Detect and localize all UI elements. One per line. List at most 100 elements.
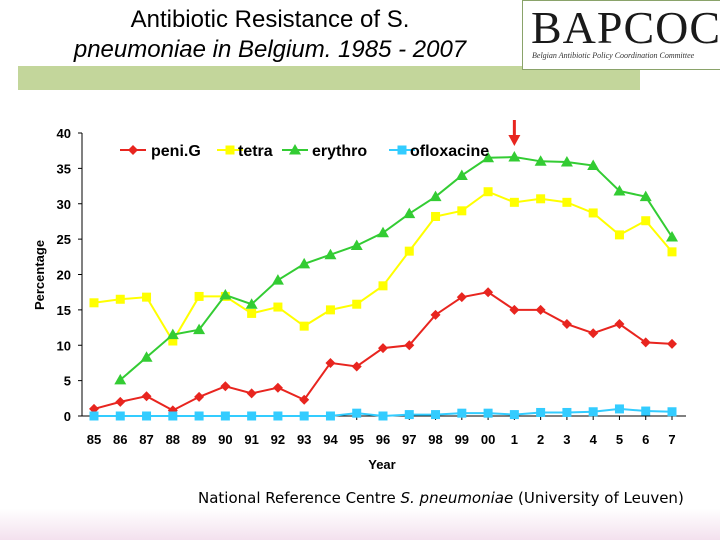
x-tick-label: 92: [271, 432, 285, 447]
x-tick-label: 93: [297, 432, 311, 447]
data-point-ofloxacine: [220, 411, 230, 421]
annotation-arrow-head: [508, 135, 521, 146]
data-point-tetra: [457, 206, 467, 216]
data-point-erythro: [639, 190, 652, 202]
data-point-tetra: [509, 197, 519, 207]
data-point-penig: [378, 343, 388, 354]
x-axis-title: Year: [368, 457, 395, 472]
data-point-tetra: [115, 294, 125, 304]
y-tick-label: 40: [57, 126, 71, 141]
data-point-penig: [141, 391, 152, 402]
data-point-ofloxacine: [667, 407, 677, 417]
data-point-erythro: [613, 185, 626, 196]
x-tick-label: 95: [349, 432, 363, 447]
x-tick-label: 97: [402, 432, 416, 447]
y-tick-label: 15: [57, 303, 71, 318]
data-point-ofloxacine: [115, 411, 125, 421]
legend-marker-penig: [128, 145, 138, 155]
data-point-erythro: [482, 151, 495, 163]
data-point-penig: [325, 357, 336, 368]
legend-label-ofloxacine: ofloxacine: [410, 143, 489, 160]
data-point-ofloxacine: [352, 408, 362, 418]
legend-marker-tetra: [225, 145, 235, 155]
data-point-tetra: [299, 321, 309, 331]
x-tick-label: 5: [616, 432, 623, 447]
data-point-erythro: [350, 239, 363, 250]
data-point-ofloxacine: [168, 411, 178, 421]
data-point-tetra: [404, 246, 414, 256]
data-point-penig: [89, 403, 99, 414]
title-bar: [18, 66, 640, 90]
y-tick-label: 10: [57, 338, 71, 353]
y-axis-title: Percentage: [32, 240, 47, 310]
data-point-penig: [667, 338, 677, 349]
data-point-erythro: [114, 373, 127, 385]
y-tick-label: 25: [57, 232, 71, 247]
title-text-1: Antibiotic Resistance of S.: [130, 6, 410, 33]
bapcoc-logo: BAPCOC Belgian Antibiotic Policy Coordin…: [522, 0, 720, 70]
legend-label-penig: peni.G: [151, 143, 201, 160]
data-point-tetra: [641, 216, 651, 226]
x-tick-label: 87: [139, 432, 153, 447]
data-point-erythro: [324, 248, 337, 260]
data-point-ofloxacine: [536, 407, 546, 417]
data-point-ofloxacine: [509, 410, 519, 420]
data-point-erythro: [377, 226, 389, 238]
title-line-1: Antibiotic Resistance of S.: [0, 6, 540, 34]
x-tick-label: 96: [376, 432, 390, 447]
data-point-erythro: [219, 289, 232, 300]
logo-subtitle: Belgian Antibiotic Policy Coordination C…: [532, 51, 695, 60]
data-point-ofloxacine: [194, 411, 204, 421]
data-point-tetra: [168, 336, 178, 346]
data-point-penig: [640, 337, 651, 348]
title-line-2: pneumoniae in Belgium. 1985 - 2007: [0, 36, 540, 64]
x-tick-label: 91: [244, 432, 258, 447]
data-point-erythro: [534, 155, 547, 166]
data-point-penig: [456, 292, 467, 303]
source-credit: National Reference Centre S. pneumoniae …: [198, 489, 684, 507]
y-tick-label: 20: [57, 268, 71, 283]
x-tick-label: 7: [668, 432, 675, 447]
data-point-erythro: [587, 159, 600, 171]
data-point-tetra: [562, 197, 572, 207]
x-tick-label: 94: [323, 432, 338, 447]
data-point-tetra: [378, 281, 388, 291]
data-point-tetra: [667, 247, 677, 257]
y-tick-label: 30: [57, 197, 71, 212]
data-point-tetra: [431, 211, 441, 221]
data-point-tetra: [89, 298, 99, 308]
data-point-penig: [115, 396, 126, 407]
data-point-ofloxacine: [378, 411, 388, 421]
data-point-erythro: [245, 298, 258, 309]
credit-suffix: (University of Leuven): [513, 489, 684, 507]
x-tick-label: 3: [563, 432, 570, 447]
data-point-erythro: [508, 151, 521, 162]
data-point-ofloxacine: [299, 411, 309, 421]
credit-prefix: National Reference Centre: [198, 489, 401, 507]
data-point-penig: [614, 319, 625, 330]
data-point-ofloxacine: [142, 411, 152, 421]
y-tick-label: 35: [57, 161, 71, 176]
y-tick-label: 0: [64, 409, 71, 424]
data-point-penig: [246, 388, 257, 399]
data-point-ofloxacine: [325, 411, 335, 421]
data-point-tetra: [325, 305, 335, 315]
x-tick-label: 00: [481, 432, 495, 447]
x-tick-label: 90: [218, 432, 232, 447]
x-tick-label: 4: [590, 432, 598, 447]
data-point-erythro: [429, 190, 442, 202]
data-point-ofloxacine: [431, 410, 441, 420]
x-tick-label: 6: [642, 432, 649, 447]
data-point-penig: [404, 340, 415, 351]
x-tick-label: 2: [537, 432, 544, 447]
data-point-ofloxacine: [641, 406, 651, 416]
data-point-erythro: [271, 274, 284, 285]
data-point-penig: [430, 309, 441, 320]
data-point-ofloxacine: [614, 404, 624, 414]
credit-italic: S. pneumoniae: [400, 489, 514, 507]
data-point-ofloxacine: [588, 407, 598, 417]
data-point-tetra: [142, 292, 152, 302]
data-point-erythro: [193, 323, 206, 335]
